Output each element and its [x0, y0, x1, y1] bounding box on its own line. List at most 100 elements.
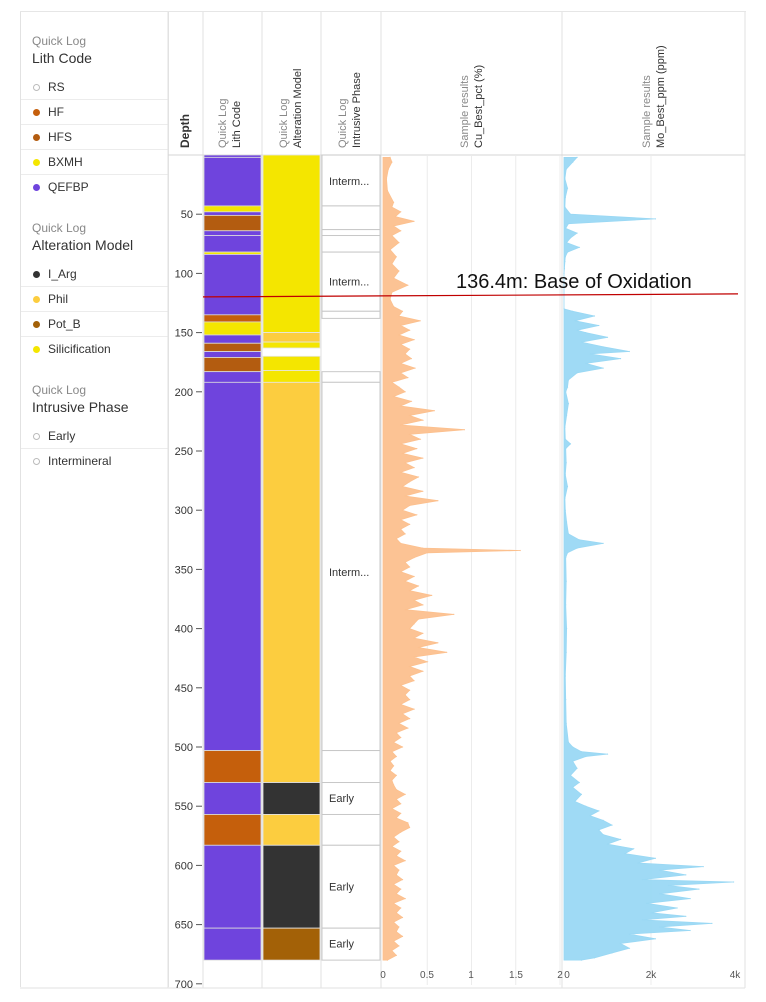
cu-area-point	[386, 959, 388, 961]
mo-area-point	[576, 232, 578, 234]
mo-area-point	[685, 915, 687, 917]
cu-area-point	[404, 561, 406, 563]
cu-area-point	[395, 789, 397, 791]
legend-item-early[interactable]: Early	[21, 424, 168, 449]
legend-label: Phil	[48, 292, 69, 306]
cu-area-point	[393, 940, 395, 942]
intrusive-interval	[321, 235, 381, 253]
cu-area-point	[391, 381, 393, 383]
legend-item-hfs[interactable]: HFS	[21, 125, 168, 150]
mo-area-point	[565, 580, 567, 582]
cu-area-point	[407, 822, 409, 824]
cu-area-point	[422, 490, 424, 492]
legend-item-silicification[interactable]: Silicification	[21, 337, 168, 361]
cu-area-point	[400, 324, 402, 327]
mo-area	[563, 156, 734, 961]
intrusive-interval	[321, 813, 381, 846]
depth-tick-label: 150	[175, 328, 193, 340]
mo-area-point	[637, 862, 639, 864]
cu-area-point	[393, 784, 395, 786]
legend-item-intermineral[interactable]: Intermineral	[21, 449, 168, 473]
mo-area-point	[602, 819, 604, 822]
mo-area-point	[646, 902, 648, 904]
mo-area-point	[624, 853, 626, 855]
cu-area-point	[389, 156, 391, 158]
legend-item-phil[interactable]: Phil	[21, 287, 168, 312]
legend-subtitle: Quick Log	[32, 221, 87, 235]
cu-area-point	[400, 684, 402, 687]
header-cu-sub: Sample results	[459, 75, 471, 148]
cu-area-point	[395, 256, 397, 258]
cu-area-point	[398, 869, 400, 871]
mo-area-point	[569, 443, 572, 445]
mo-area-point	[585, 755, 587, 758]
cu-area-point	[398, 270, 400, 272]
mo-area-point	[567, 379, 570, 381]
cu-area-point	[401, 879, 404, 881]
mo-area-point	[585, 362, 587, 364]
oxidation-line	[202, 293, 739, 298]
mo-area-point	[602, 346, 604, 348]
cu-area-point	[407, 727, 409, 729]
legend-item-qefbp[interactable]: QEFBP	[21, 175, 168, 199]
header-alteration-main: Alteration Model	[292, 69, 304, 149]
cu-area-point	[401, 452, 404, 454]
mo-track: 0 2k 4k	[563, 156, 741, 981]
legend-item-hf[interactable]: HF	[21, 100, 168, 125]
lith-interval-qefbp	[203, 235, 262, 253]
cu-area-point	[400, 372, 402, 374]
mo-area-point	[569, 237, 572, 239]
mo-area-point	[676, 907, 678, 909]
cu-area-point	[422, 547, 424, 549]
cu-area-point	[422, 457, 424, 459]
legend-item-rs[interactable]: RS	[21, 75, 168, 100]
cu-area-point	[404, 898, 406, 900]
mo-area-point	[572, 310, 574, 312]
legend-subtitle: Quick Log	[32, 383, 87, 397]
alteration-interval-silicification	[262, 341, 321, 349]
legend-label: Early	[48, 429, 76, 443]
cu-area-point	[410, 400, 412, 402]
cu-area-point	[413, 220, 415, 222]
cu-area-point	[395, 538, 397, 540]
mo-area-point	[566, 242, 568, 244]
cu-area-point	[395, 954, 397, 957]
cu-area-point	[409, 523, 411, 526]
cu-area-point	[426, 552, 428, 554]
cu-area-point	[413, 575, 415, 578]
mo-area-point	[572, 760, 574, 762]
cu-area-point	[385, 178, 388, 180]
legend-swatch	[33, 270, 40, 278]
alteration-interval-i-arg	[262, 844, 321, 929]
cu-area-point	[409, 665, 411, 668]
legend-label: QEFBP	[48, 180, 89, 194]
intrusive-interval	[321, 251, 381, 312]
lith-interval-hfs	[203, 342, 262, 352]
cu-area-point	[416, 448, 418, 450]
header-mo-main: Mo_Best_ppm (ppm)	[655, 45, 667, 148]
depth-tick-label: 700	[175, 979, 193, 991]
legend-item-bxmh[interactable]: BXMH	[21, 150, 168, 175]
cu-area-point	[409, 826, 411, 829]
lith-interval-qefbp	[203, 927, 262, 961]
cu-area-point	[422, 670, 424, 672]
lith-interval-hf	[203, 750, 262, 783]
column-frames	[20, 12, 746, 989]
cu-area-point	[398, 722, 400, 724]
mo-area-point	[611, 824, 613, 826]
legend-item-i-arg[interactable]: I_Arg	[21, 262, 168, 287]
legend-swatch	[33, 83, 40, 91]
cu-area-point	[404, 462, 406, 464]
legend-item-pot-b[interactable]: Pot_B	[21, 312, 168, 337]
mo-axis-tick-label: 2k	[646, 970, 658, 981]
mo-area-point	[564, 438, 566, 440]
depth-tick-label: 650	[175, 920, 193, 932]
cu-area-point	[401, 713, 404, 715]
lith-interval-hf	[203, 314, 262, 323]
cu-area-point	[395, 912, 397, 914]
cu-area-point	[398, 334, 400, 336]
cu-area-point	[404, 580, 406, 582]
cu-area-point	[401, 935, 404, 938]
mo-area-point	[564, 206, 566, 208]
